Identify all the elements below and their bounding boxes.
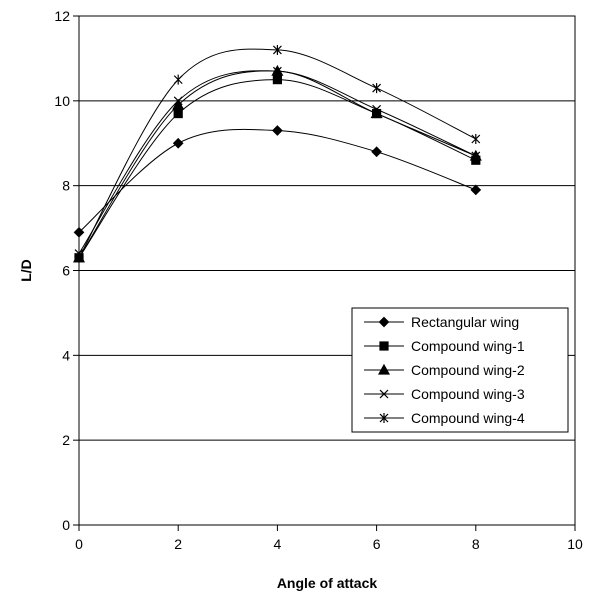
legend-item: Compound wing-3 [364, 386, 525, 402]
x-tick-label: 10 [567, 536, 583, 552]
series-line [78, 79, 477, 259]
series-line [78, 48, 477, 259]
data-point-asterisk [471, 134, 481, 145]
y-tick-label: 6 [62, 263, 70, 279]
legend-item: Compound wing-2 [364, 362, 525, 378]
legend-label: Rectangular wing [411, 314, 519, 330]
series-line [78, 128, 476, 233]
series-line [78, 70, 476, 259]
data-point-diamond [378, 316, 390, 328]
x-tick-label: 4 [274, 536, 282, 552]
data-point-triangle [377, 363, 391, 375]
data-point-x [173, 96, 183, 106]
y-tick-label: 4 [62, 347, 70, 363]
legend-label: Compound wing-3 [411, 386, 525, 402]
legend-item: Rectangular wing [364, 314, 519, 330]
legend-label: Compound wing-1 [411, 338, 525, 354]
data-point-square [173, 108, 183, 119]
series-2 [74, 75, 481, 263]
y-tick-label: 2 [62, 432, 70, 448]
y-tick-label: 8 [62, 178, 70, 194]
x-tick-label: 8 [472, 536, 480, 552]
legend-label: Compound wing-2 [411, 362, 525, 378]
plot-frame [78, 15, 576, 526]
legend-item: Compound wing-4 [364, 410, 525, 426]
data-point-diamond [172, 137, 184, 149]
y-tick-label: 12 [54, 8, 70, 24]
data-point-diamond [73, 226, 85, 238]
axes [73, 15, 576, 531]
y-axis-title: L/D [18, 259, 34, 282]
legend-label: Compound wing-4 [411, 410, 525, 426]
x-tick-label: 6 [373, 536, 381, 552]
series-5 [74, 44, 481, 263]
series-1 [73, 125, 482, 238]
x-tick-label: 0 [75, 536, 83, 552]
series-3 [72, 64, 482, 263]
data-point-square [272, 75, 282, 85]
x-axis-title: Angle of attack [277, 575, 378, 591]
data-point-diamond [371, 146, 382, 158]
data-point-asterisk [372, 83, 382, 94]
data-point-x [372, 104, 382, 114]
series-4 [74, 66, 481, 258]
y-tick-label: 0 [62, 517, 70, 533]
data-point-x [379, 389, 389, 399]
data-point-asterisk [272, 44, 282, 55]
x-tick-label: 2 [174, 536, 182, 552]
y-tick-label: 10 [54, 93, 70, 109]
series-group [72, 44, 482, 263]
data-point-asterisk [173, 74, 183, 85]
data-point-diamond [470, 184, 482, 196]
tick-labels: 0 2 4 6 8 10 12 0 2 4 6 8 10 [54, 8, 583, 552]
data-point-asterisk [74, 252, 84, 263]
data-point-triangle [370, 107, 383, 119]
legend-item: Compound wing-1 [364, 338, 525, 354]
data-point-asterisk [379, 413, 389, 423]
data-point-x [471, 151, 481, 161]
data-point-x [272, 66, 282, 76]
series-line [78, 70, 477, 254]
data-point-diamond [272, 125, 283, 136]
data-point-square [379, 341, 389, 351]
data-point-triangle [172, 98, 185, 110]
legend: Rectangular wing Compound wing-1 Compound … [351, 307, 569, 433]
